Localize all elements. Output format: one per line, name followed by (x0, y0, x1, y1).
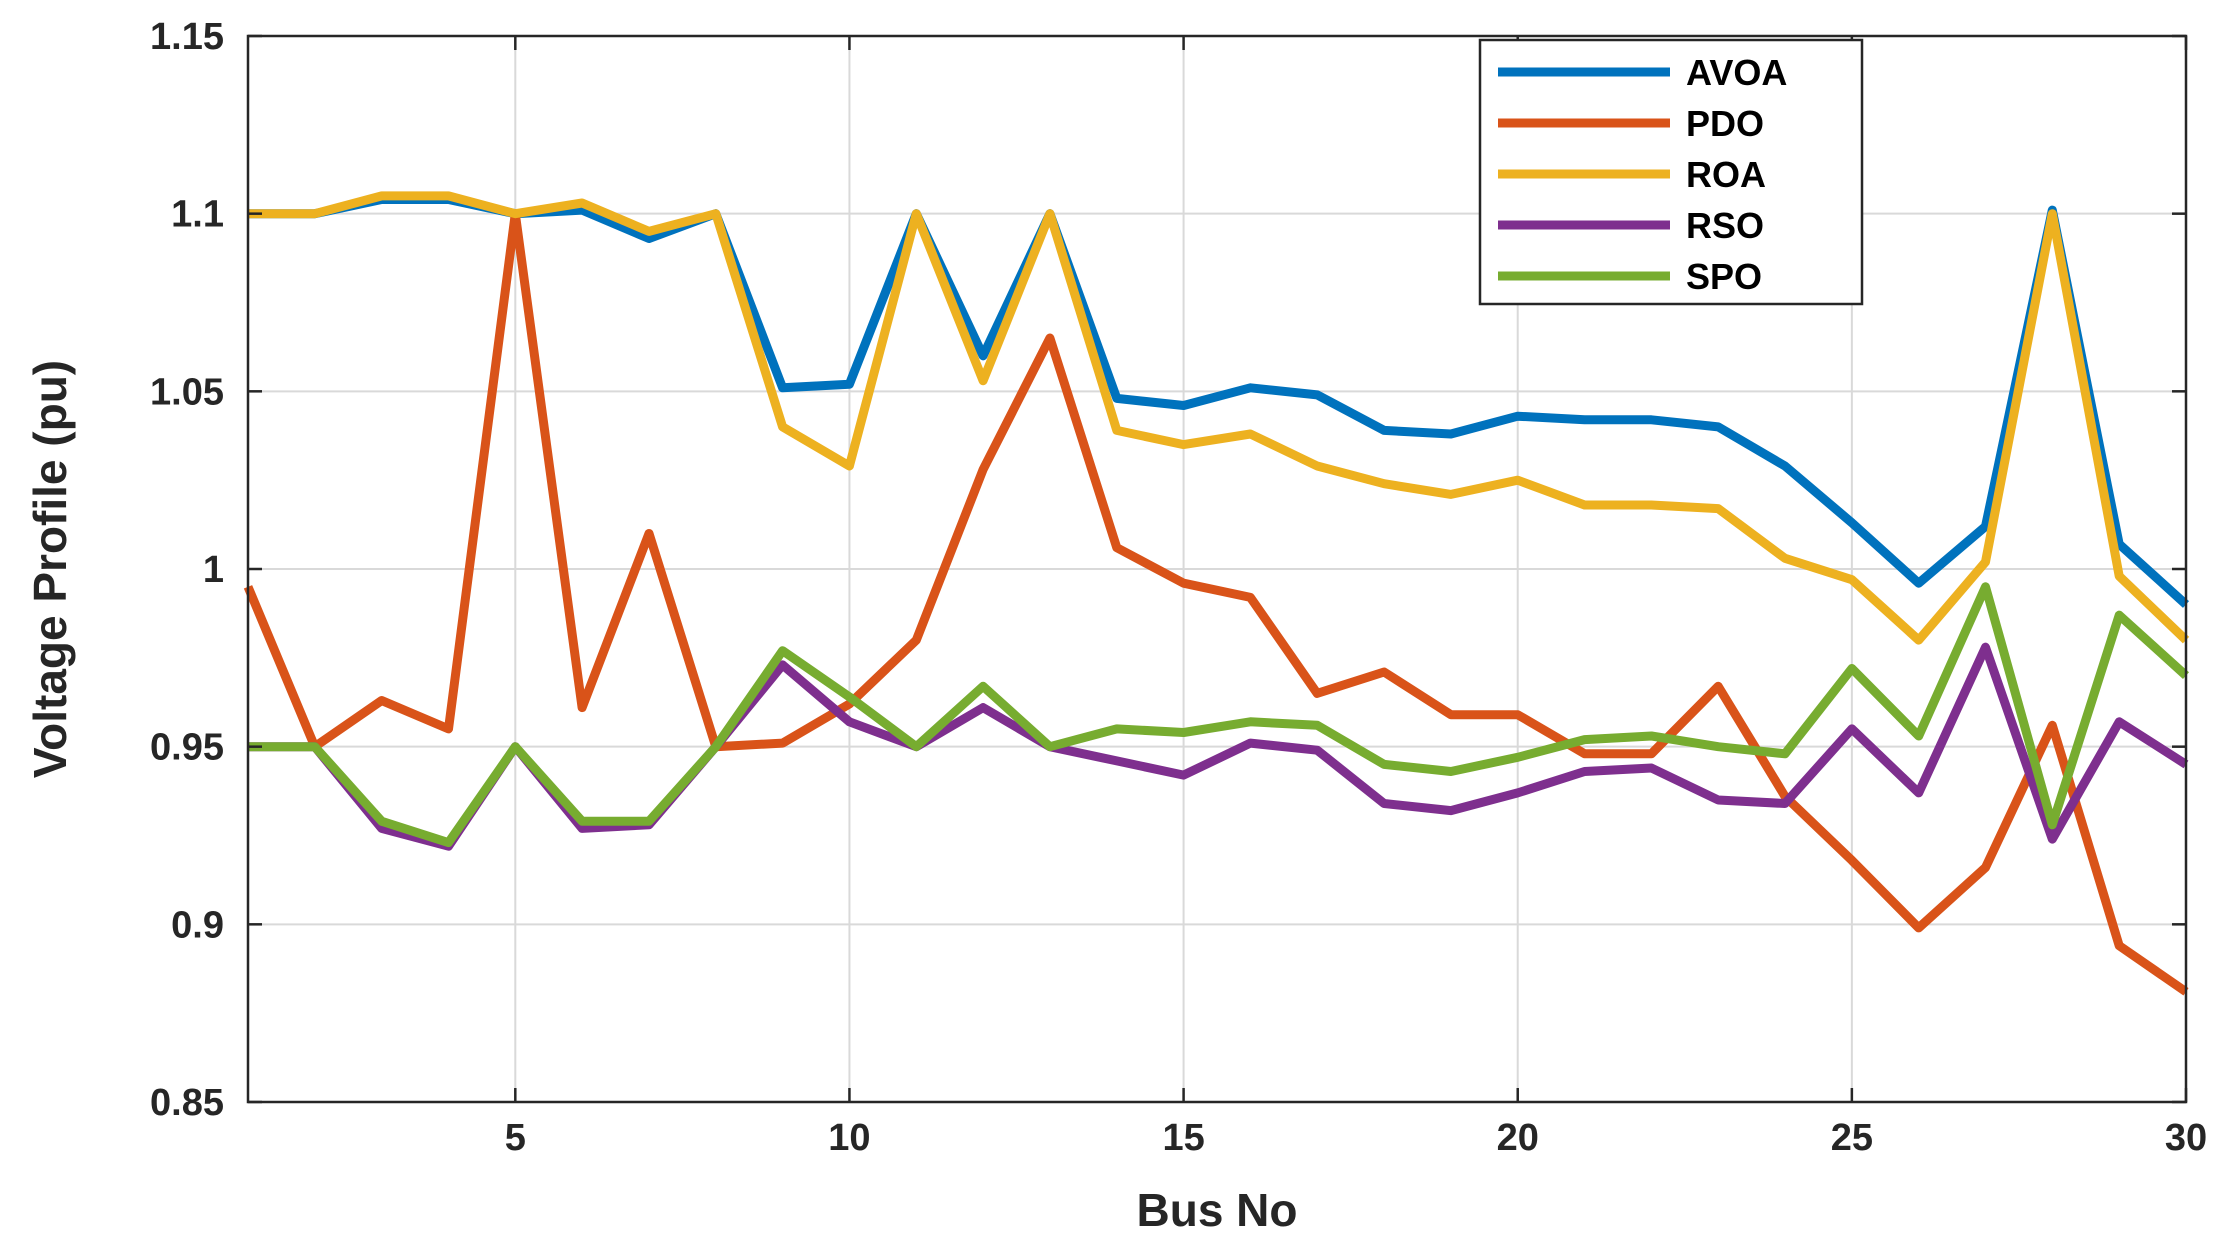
y-tick-label: 1.1 (171, 194, 224, 236)
y-tick-label: 1 (203, 549, 224, 591)
y-axis-label: Voltage Profile (pu) (24, 360, 76, 778)
series-line-avoa (248, 195, 2190, 608)
x-tick-label: 5 (505, 1117, 526, 1159)
y-tick-label: 1.05 (150, 371, 224, 413)
x-tick-label: 25 (1831, 1117, 1873, 1159)
series-line-spo (248, 582, 2190, 848)
legend-label-roa: ROA (1686, 154, 1766, 195)
series-lines (243, 191, 2190, 996)
axis-labels: Bus No Voltage Profile (pu) (24, 360, 1298, 1236)
x-tick-label: 30 (2165, 1117, 2207, 1159)
y-tick-label: 0.9 (171, 904, 224, 946)
x-tick-label: 10 (828, 1117, 870, 1159)
axis-ticks: 5 10 15 20 25 30 0.85 0.9 0.95 1 1.05 1.1 1.15 (150, 16, 2207, 1159)
y-tick-label: 0.85 (150, 1082, 224, 1124)
x-tick-label: 15 (1162, 1117, 1204, 1159)
legend-label-pdo: PDO (1686, 103, 1764, 144)
legend: AVOA PDO ROA RSO SPO (1478, 38, 1864, 306)
x-tick-label: 20 (1497, 1117, 1539, 1159)
series-line-roa (248, 191, 2190, 645)
grid (248, 35, 2187, 1103)
y-tick-label: 0.95 (150, 727, 224, 769)
legend-label-rso: RSO (1686, 205, 1764, 246)
legend-label-avoa: AVOA (1686, 52, 1787, 93)
x-axis-label: Bus No (1137, 1184, 1298, 1236)
y-tick-label: 1.15 (150, 16, 224, 58)
legend-label-spo: SPO (1686, 256, 1762, 297)
series-line-pdo (243, 209, 2189, 996)
